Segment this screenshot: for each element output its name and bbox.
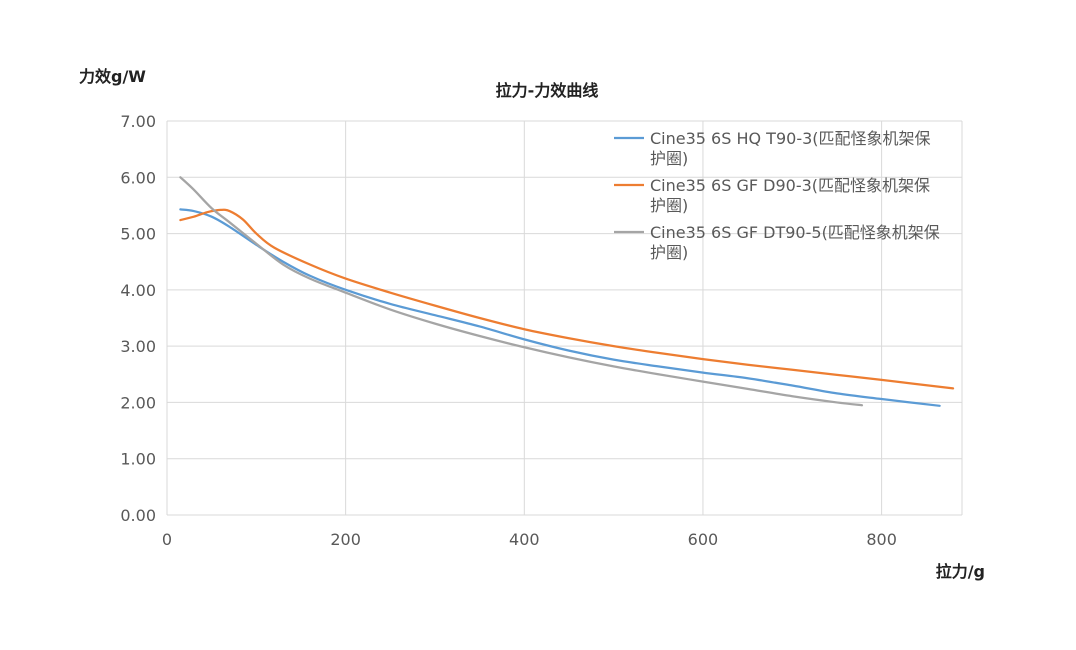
x-tick-label: 800 bbox=[866, 530, 897, 549]
y-tick-label: 2.00 bbox=[120, 393, 156, 412]
y-axis-label: 力效g/W bbox=[79, 67, 146, 86]
chart-title: 拉力-力效曲线 bbox=[496, 81, 599, 100]
y-tick-label: 4.00 bbox=[120, 281, 156, 300]
x-tick-label: 0 bbox=[162, 530, 172, 549]
series-line-2 bbox=[179, 208, 955, 390]
axis-ticks: 0.00 1.00 2.00 3.00 4.00 5.00 6.00 7.00 0 200 400 6… bbox=[120, 112, 897, 549]
series-line-3 bbox=[179, 176, 864, 407]
x-axis-label: 拉力/g bbox=[936, 562, 985, 581]
y-tick-label: 5.00 bbox=[120, 225, 156, 244]
legend-label-1: 护圈) bbox=[650, 149, 688, 168]
grid-lines bbox=[166, 120, 963, 516]
legend-label-1: Cine35 6S HQ T90-3(匹配怪象机架保 bbox=[650, 129, 931, 148]
x-tick-label: 200 bbox=[330, 530, 361, 549]
y-tick-label: 7.00 bbox=[120, 112, 156, 131]
y-tick-label: 0.00 bbox=[120, 506, 156, 525]
y-tick-label: 1.00 bbox=[120, 450, 156, 469]
legend-label-3: Cine35 6S GF DT90-5(匹配怪象机架保 bbox=[650, 223, 940, 242]
legend-label-3: 护圈) bbox=[650, 243, 688, 262]
series-line-1 bbox=[179, 208, 941, 407]
x-tick-label: 600 bbox=[688, 530, 719, 549]
series-lines bbox=[179, 176, 955, 407]
x-tick-label: 400 bbox=[509, 530, 540, 549]
y-tick-label: 6.00 bbox=[120, 168, 156, 187]
legend-label-2: Cine35 6S GF D90-3(匹配怪象机架保 bbox=[650, 176, 930, 195]
y-tick-label: 3.00 bbox=[120, 337, 156, 356]
legend-label-2: 护圈) bbox=[650, 196, 688, 215]
